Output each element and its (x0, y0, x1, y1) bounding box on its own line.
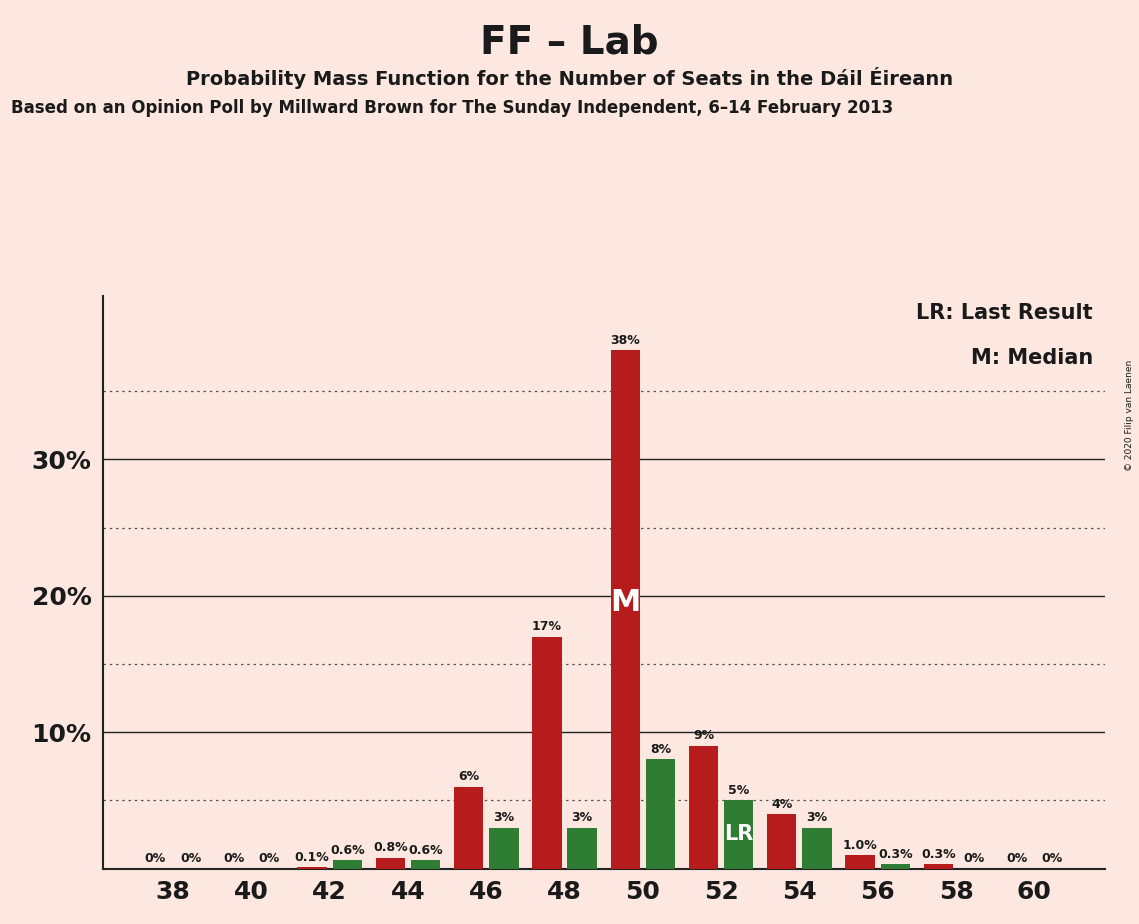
Bar (333, 860, 362, 869)
Text: 0.6%: 0.6% (408, 844, 443, 857)
Text: 5%: 5% (728, 784, 749, 796)
Text: 0%: 0% (223, 852, 244, 865)
Bar (845, 855, 875, 869)
Text: FF – Lab: FF – Lab (481, 23, 658, 61)
Bar (489, 828, 518, 869)
Bar (689, 746, 719, 869)
Bar (768, 814, 796, 869)
Text: 0%: 0% (1006, 852, 1027, 865)
Text: 8%: 8% (650, 743, 671, 756)
Bar (454, 786, 483, 869)
Bar (802, 828, 831, 869)
Bar (411, 860, 440, 869)
Text: LR: Last Result: LR: Last Result (917, 302, 1093, 322)
Text: 0.6%: 0.6% (330, 844, 364, 857)
Text: © 2020 Filip van Laenen: © 2020 Filip van Laenen (1125, 360, 1134, 471)
Text: 3%: 3% (493, 811, 515, 824)
Text: 0.8%: 0.8% (372, 841, 408, 854)
Text: 17%: 17% (532, 620, 562, 633)
Text: 0.1%: 0.1% (295, 851, 329, 864)
Text: 3%: 3% (572, 811, 592, 824)
Text: LR: LR (724, 824, 753, 845)
Bar (297, 868, 327, 869)
Text: 9%: 9% (693, 729, 714, 742)
Text: 0%: 0% (180, 852, 202, 865)
Text: 1.0%: 1.0% (843, 838, 877, 852)
Text: 0%: 0% (1041, 852, 1063, 865)
Text: M: Median: M: Median (970, 347, 1093, 368)
Text: 0.3%: 0.3% (921, 848, 956, 861)
Text: 38%: 38% (611, 334, 640, 346)
Text: Based on an Opinion Poll by Millward Brown for The Sunday Independent, 6–14 Febr: Based on an Opinion Poll by Millward Bro… (11, 99, 894, 116)
Text: M: M (611, 588, 640, 617)
Bar (567, 828, 597, 869)
Bar (532, 637, 562, 869)
Bar (376, 857, 405, 869)
Text: Probability Mass Function for the Number of Seats in the Dáil Éireann: Probability Mass Function for the Number… (186, 67, 953, 90)
Text: 3%: 3% (806, 811, 828, 824)
Bar (611, 350, 640, 869)
Bar (924, 865, 953, 869)
Bar (724, 800, 753, 869)
Bar (880, 865, 910, 869)
Text: 0%: 0% (145, 852, 166, 865)
Text: 0%: 0% (964, 852, 984, 865)
Text: 4%: 4% (771, 797, 793, 810)
Text: 6%: 6% (458, 771, 480, 784)
Bar (646, 760, 675, 869)
Text: 0%: 0% (259, 852, 279, 865)
Text: 0.3%: 0.3% (878, 848, 912, 861)
